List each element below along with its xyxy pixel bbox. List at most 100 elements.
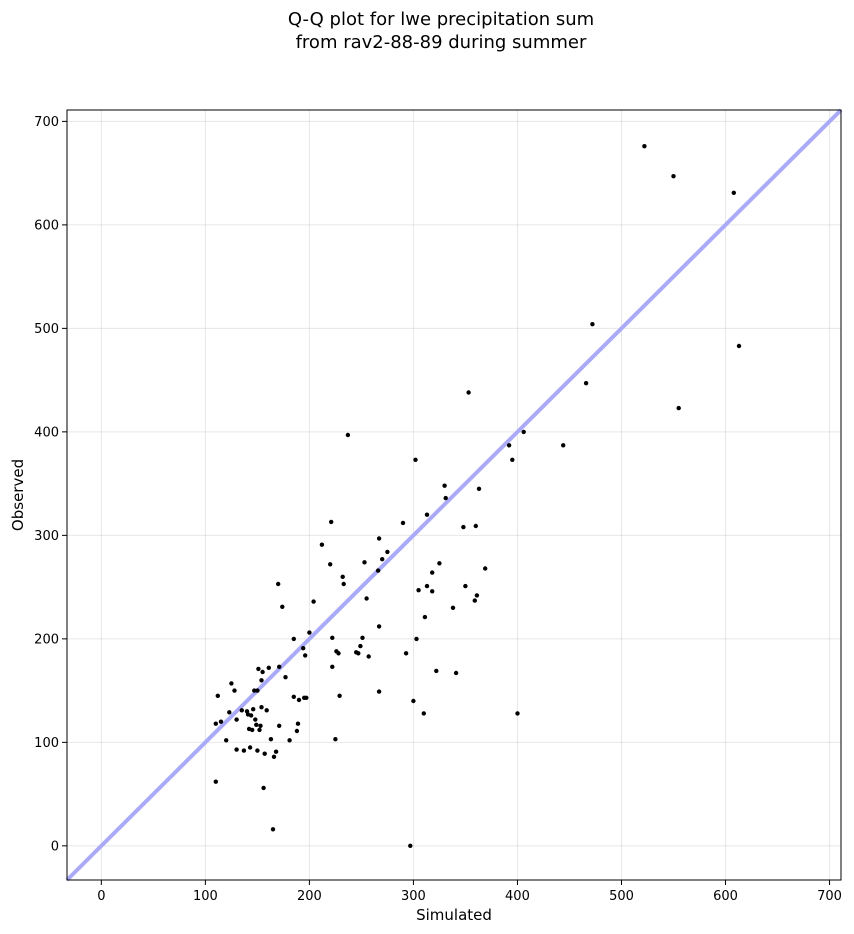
data-point — [268, 737, 274, 742]
chart-title-line-1: Q-Q plot for lwe precipitation sum — [288, 9, 594, 30]
data-point — [213, 779, 218, 784]
data-point — [247, 745, 253, 750]
x-tick-label: 100 — [193, 889, 218, 904]
data-point — [561, 443, 566, 448]
data-point — [506, 443, 512, 448]
data-point — [437, 561, 442, 566]
ticks: 0 100 200 300 400 500 600 700 0 100 200 300 400 500 60… — [34, 115, 842, 904]
data-point — [224, 738, 229, 743]
data-point — [259, 705, 264, 710]
data-point — [421, 711, 426, 716]
data-point — [239, 708, 244, 713]
x-tick-label: 0 — [97, 889, 105, 904]
data-point — [232, 688, 237, 693]
data-point — [283, 675, 288, 680]
data-point — [375, 568, 381, 573]
data-point — [466, 390, 471, 395]
data-point — [330, 635, 335, 640]
x-tick-label: 400 — [505, 889, 530, 904]
data-point — [341, 581, 346, 587]
data-point — [260, 669, 265, 675]
y-tick-label: 600 — [34, 218, 59, 233]
data-point — [254, 722, 259, 727]
data-point — [227, 710, 232, 715]
grid — [67, 110, 841, 880]
data-point — [261, 785, 266, 791]
y-tick-label: 400 — [34, 425, 59, 440]
data-point — [364, 596, 369, 601]
data-point — [510, 457, 515, 462]
data-point — [474, 593, 480, 598]
y-tick-label: 0 — [51, 839, 59, 854]
data-point — [413, 457, 418, 462]
chart-title-line-2: from rav2-88-89 during summer — [296, 32, 587, 53]
data-point — [273, 749, 279, 754]
y-axis-label: Observed — [9, 459, 27, 531]
data-point — [241, 748, 247, 753]
data-point — [257, 727, 262, 733]
data-point — [255, 688, 260, 693]
points-layer — [213, 144, 742, 848]
data-point — [251, 707, 256, 712]
data-point — [328, 562, 333, 567]
data-point — [271, 754, 277, 759]
data-point — [255, 748, 260, 753]
data-point — [590, 322, 595, 327]
x-tick-label: 600 — [713, 889, 738, 904]
data-point — [256, 666, 261, 672]
data-point — [385, 549, 390, 555]
data-point — [259, 678, 264, 683]
data-point — [356, 651, 361, 656]
data-point — [329, 519, 334, 525]
data-point — [291, 694, 296, 699]
x-tick-label: 500 — [609, 889, 634, 904]
data-point — [358, 643, 363, 649]
data-point — [360, 635, 365, 640]
data-point — [376, 624, 382, 629]
data-point — [400, 520, 406, 526]
data-point — [473, 523, 478, 529]
data-point — [307, 630, 312, 635]
data-point — [336, 651, 341, 656]
data-point — [248, 713, 254, 718]
x-tick-label: 200 — [297, 889, 322, 904]
data-point — [337, 693, 342, 698]
x-tick-label: 300 — [401, 889, 426, 904]
data-point — [270, 827, 276, 832]
data-point — [340, 574, 345, 579]
data-point — [676, 405, 681, 411]
data-point — [234, 747, 239, 752]
data-point — [345, 432, 351, 438]
reference-line — [65, 108, 843, 882]
data-point — [277, 723, 282, 728]
data-point — [301, 646, 306, 651]
data-point — [442, 483, 447, 488]
data-point — [453, 670, 459, 676]
data-point — [277, 664, 282, 669]
data-point — [330, 664, 335, 669]
data-point — [253, 717, 258, 722]
data-point — [476, 486, 482, 491]
data-point — [252, 688, 257, 693]
data-point — [463, 583, 468, 589]
data-point — [671, 174, 676, 179]
data-point — [229, 681, 234, 686]
data-point — [422, 614, 428, 620]
data-point — [258, 723, 263, 728]
data-point — [515, 711, 520, 716]
data-point — [362, 560, 367, 565]
data-point — [380, 557, 385, 562]
data-point — [376, 536, 382, 541]
data-point — [736, 343, 742, 349]
data-point — [408, 843, 413, 848]
data-point — [430, 589, 435, 594]
x-tick-label: 700 — [817, 889, 842, 904]
data-point — [319, 542, 325, 547]
reference-line-layer — [65, 108, 843, 882]
data-point — [280, 604, 285, 609]
data-point — [424, 512, 430, 517]
data-point — [276, 581, 281, 587]
data-point — [291, 636, 296, 642]
data-point — [294, 728, 300, 734]
data-point — [642, 144, 647, 149]
